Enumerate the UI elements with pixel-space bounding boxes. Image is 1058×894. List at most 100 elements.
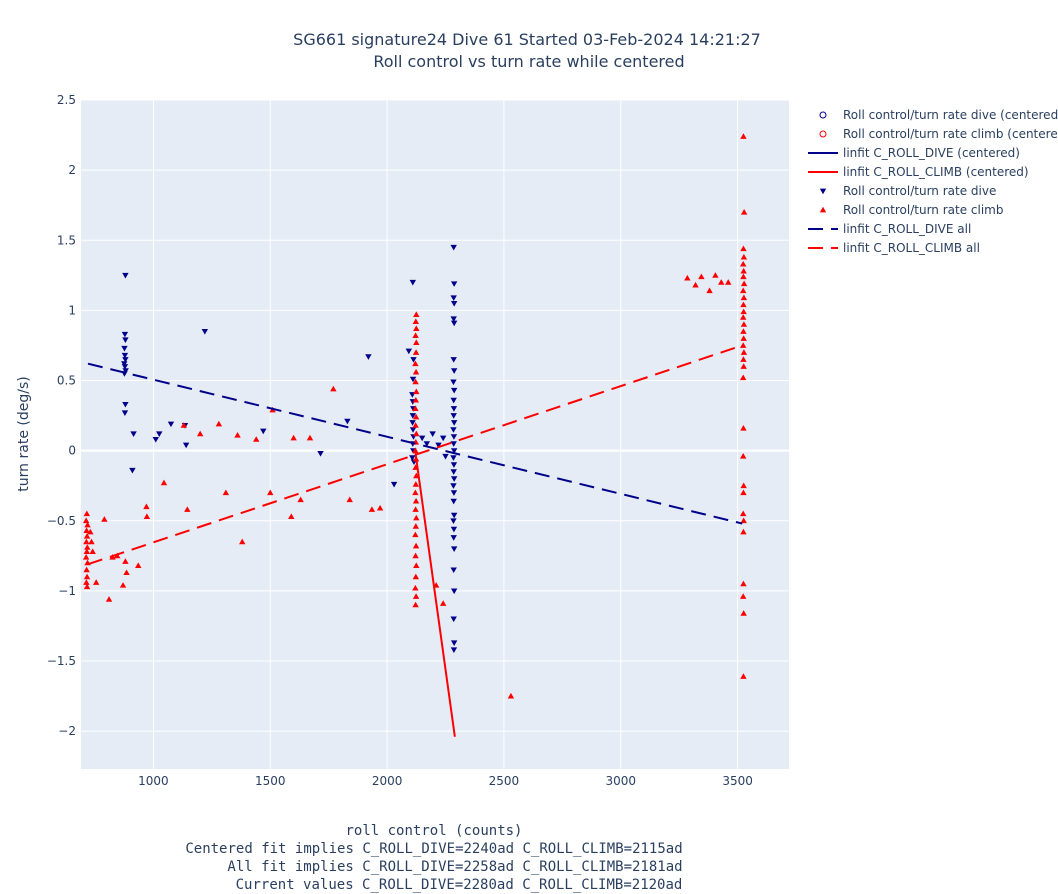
data-point — [740, 133, 747, 139]
legend-item[interactable]: Roll control/turn rate dive (centered) — [819, 108, 1058, 122]
y-tick-label: −1.5 — [47, 654, 76, 668]
data-point — [83, 548, 91, 555]
fit-line — [414, 450, 456, 737]
legend-item[interactable]: Roll control/turn rate dive — [819, 184, 997, 198]
data-point — [740, 374, 747, 381]
data-point — [83, 527, 90, 533]
data-point — [405, 348, 413, 355]
data-point — [253, 436, 260, 442]
x-tick-label: 3000 — [605, 774, 636, 788]
data-point — [412, 573, 420, 580]
data-point — [450, 397, 457, 404]
data-point — [412, 413, 420, 420]
legend-swatch — [819, 188, 827, 195]
data-point — [412, 531, 419, 538]
data-point — [122, 401, 129, 408]
legend: Roll control/turn rate dive (centered) Ro… — [808, 108, 1058, 255]
data-point — [413, 388, 420, 395]
data-point — [83, 579, 90, 585]
data-point — [409, 413, 417, 419]
data-point — [121, 364, 129, 370]
x-tick-label: 3500 — [722, 774, 753, 788]
data-point — [412, 360, 419, 367]
data-point — [121, 361, 128, 367]
data-point — [239, 538, 246, 545]
data-point — [122, 368, 129, 374]
data-point — [412, 332, 419, 339]
data-point — [442, 453, 449, 460]
all-fit-note: All fit implies C_ROLL_DIVE=2258ad C_ROL… — [227, 859, 682, 875]
data-point — [740, 356, 747, 362]
legend-swatch — [819, 111, 827, 119]
data-point — [413, 430, 420, 437]
data-point — [260, 428, 267, 435]
data-point — [89, 548, 96, 555]
data-point — [740, 363, 747, 369]
data-point — [412, 378, 419, 385]
data-point — [740, 342, 747, 348]
data-point — [450, 535, 457, 541]
data-point — [450, 518, 457, 524]
data-point — [450, 616, 457, 623]
data-point — [450, 357, 457, 363]
legend-item[interactable]: Roll control/turn rate climb — [819, 203, 1004, 217]
legend-item[interactable]: linfit C_ROLL_CLIMB (centered) — [808, 165, 1029, 179]
data-point — [450, 406, 458, 412]
data-point — [740, 453, 747, 459]
data-point — [297, 496, 304, 503]
legend-label: linfit C_ROLL_DIVE (centered) — [843, 146, 1020, 160]
data-point — [450, 316, 457, 322]
data-point — [740, 308, 747, 315]
data-point — [152, 437, 159, 443]
chart-subtitle: Roll control vs turn rate while centered — [373, 52, 684, 71]
data-point — [409, 420, 416, 426]
data-point — [413, 514, 420, 521]
data-point — [215, 420, 223, 427]
legend-label: linfit C_ROLL_DIVE all — [843, 222, 971, 236]
data-point — [740, 294, 748, 301]
data-point — [450, 441, 457, 447]
data-point — [740, 321, 748, 327]
y-tick-label: 1.5 — [57, 233, 76, 247]
data-point — [182, 442, 190, 449]
legend-item[interactable]: linfit C_ROLL_CLIMB all — [808, 241, 980, 255]
data-point — [450, 413, 457, 419]
data-point — [413, 562, 420, 569]
data-point — [450, 647, 458, 653]
legend-label: Roll control/turn rate dive (centered) — [843, 108, 1058, 122]
data-point — [684, 274, 691, 281]
data-point — [692, 281, 699, 288]
legend-item[interactable]: Roll control/turn rate climb (centered) — [819, 127, 1058, 141]
data-point — [740, 335, 747, 341]
data-point — [740, 489, 747, 496]
series-6 — [87, 362, 743, 525]
data-point — [439, 600, 447, 606]
data-point — [83, 532, 91, 539]
x-axis-label: roll control (counts) — [345, 823, 522, 839]
legend-label: Roll control/turn rate dive — [843, 184, 996, 198]
legend-label: linfit C_ROLL_CLIMB (centered) — [843, 165, 1029, 179]
legend-item[interactable]: linfit C_ROLL_DIVE all — [808, 222, 971, 236]
data-point — [450, 462, 458, 468]
y-tick-label: 0.5 — [57, 374, 76, 388]
current-values-note: Current values C_ROLL_DIVE=2280ad C_ROLL… — [236, 877, 683, 893]
y-tick-label: −0.5 — [47, 514, 76, 528]
x-tick-label: 2500 — [489, 774, 520, 788]
fit-line — [87, 362, 743, 525]
data-point — [740, 301, 747, 308]
data-point — [368, 506, 376, 512]
legend-item[interactable]: linfit C_ROLL_DIVE (centered) — [808, 146, 1020, 160]
data-point — [330, 385, 337, 392]
data-point — [450, 387, 458, 394]
data-point — [184, 506, 191, 512]
data-point — [412, 481, 420, 487]
data-point — [432, 582, 440, 588]
data-point — [290, 434, 297, 441]
chart-title: SG661 signature24 Dive 61 Started 03-Feb… — [293, 30, 761, 49]
data-point — [105, 596, 113, 602]
data-point — [410, 357, 417, 363]
data-point — [740, 328, 747, 334]
data-point — [121, 331, 129, 338]
data-point — [83, 538, 90, 545]
